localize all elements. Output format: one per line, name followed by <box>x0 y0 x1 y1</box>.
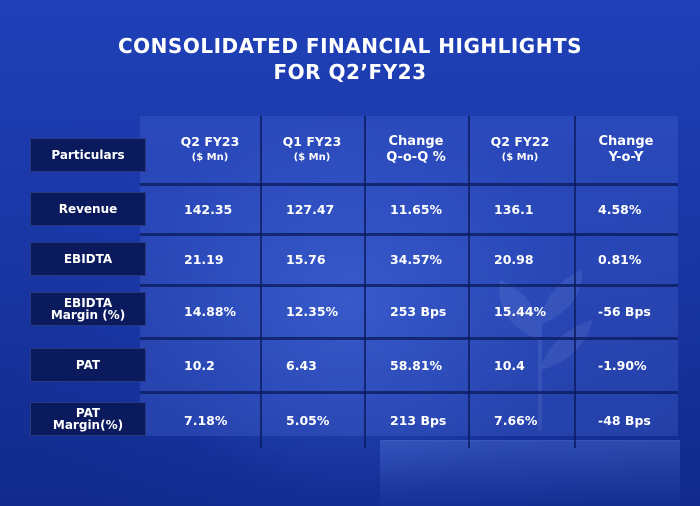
column-header-q1fy23: Q1 FY23 ($ Mn) <box>262 128 362 172</box>
column-header-change-yoy: Change Y-o-Y <box>576 128 676 172</box>
table-cell: -1.90% <box>598 357 647 373</box>
page-title-line-2: FOR Q2’FY23 <box>273 60 427 84</box>
table-body <box>140 116 678 436</box>
table-cell: 12.35% <box>286 303 339 319</box>
row-label-text: PAT <box>75 406 101 420</box>
row-divider <box>140 183 678 186</box>
table-cell: 11.65% <box>390 201 443 217</box>
table-cell: 5.05% <box>286 412 330 428</box>
column-header-line-2: ($ Mn) <box>191 152 229 163</box>
table-cell: 10.2 <box>184 357 215 373</box>
particulars-header: Particulars <box>30 138 146 172</box>
row-label-text: PAT <box>75 358 101 372</box>
table-cell: 7.66% <box>494 412 538 428</box>
row-label-text: Revenue <box>58 202 118 216</box>
column-header-line-2: ($ Mn) <box>293 152 331 163</box>
column-header-line-2: ($ Mn) <box>501 152 539 163</box>
row-label-pat-margin: PAT Margin(%) <box>30 402 146 436</box>
table-cell: 21.19 <box>184 251 224 267</box>
row-label-ebidta-margin: EBIDTA Margin (%) <box>30 292 146 326</box>
column-header-q2fy23: Q2 FY23 ($ Mn) <box>160 128 260 172</box>
column-header-q2fy22: Q2 FY22 ($ Mn) <box>470 128 570 172</box>
table-cell: 7.18% <box>184 412 228 428</box>
pedestal-graphic <box>380 440 680 506</box>
column-header-change-qoq: Change Q-o-Q % <box>366 128 466 172</box>
row-divider <box>140 233 678 236</box>
column-divider <box>260 116 262 448</box>
row-label-revenue: Revenue <box>30 192 146 226</box>
column-header-line-1: Change <box>598 134 654 149</box>
row-divider <box>140 284 678 287</box>
table-cell: 136.1 <box>494 201 534 217</box>
table-cell: 142.35 <box>184 201 233 217</box>
column-divider <box>468 116 470 448</box>
table-cell: 58.81% <box>390 357 443 373</box>
row-label-subtext: Margin(%) <box>52 418 124 432</box>
row-label-pat: PAT <box>30 348 146 382</box>
table-cell: -48 Bps <box>598 412 651 428</box>
table-cell: 34.57% <box>390 251 443 267</box>
table-cell: -56 Bps <box>598 303 651 319</box>
column-header-line-1: Change <box>388 134 444 149</box>
column-header-line-1: Q1 FY23 <box>282 134 342 149</box>
table-cell: 6.43 <box>286 357 317 373</box>
row-label-ebidta: EBIDTA <box>30 242 146 276</box>
column-divider <box>574 116 576 448</box>
table-cell: 0.81% <box>598 251 642 267</box>
table-cell: 20.98 <box>494 251 534 267</box>
table-cell: 15.44% <box>494 303 547 319</box>
column-header-line-1: Q2 FY22 <box>490 134 550 149</box>
table-cell: 253 Bps <box>390 303 447 319</box>
column-header-line-1: Q2 FY23 <box>180 134 240 149</box>
column-header-line-2: Q-o-Q % <box>386 150 446 165</box>
table-cell: 127.47 <box>286 201 335 217</box>
row-divider <box>140 337 678 340</box>
table-cell: 14.88% <box>184 303 237 319</box>
row-label-text: EBIDTA <box>63 252 113 266</box>
table-cell: 15.76 <box>286 251 326 267</box>
column-divider <box>364 116 366 448</box>
table-cell: 10.4 <box>494 357 525 373</box>
row-label-text: EBIDTA <box>63 296 113 310</box>
table-cell: 4.58% <box>598 201 642 217</box>
plant-graphic <box>499 270 592 430</box>
page-title-line-1: CONSOLIDATED FINANCIAL HIGHLIGHTS <box>118 34 582 58</box>
row-divider <box>140 391 678 394</box>
column-header-line-2: Y-o-Y <box>608 150 644 165</box>
table-cell: 213 Bps <box>390 412 447 428</box>
row-label-subtext: Margin (%) <box>50 308 126 322</box>
